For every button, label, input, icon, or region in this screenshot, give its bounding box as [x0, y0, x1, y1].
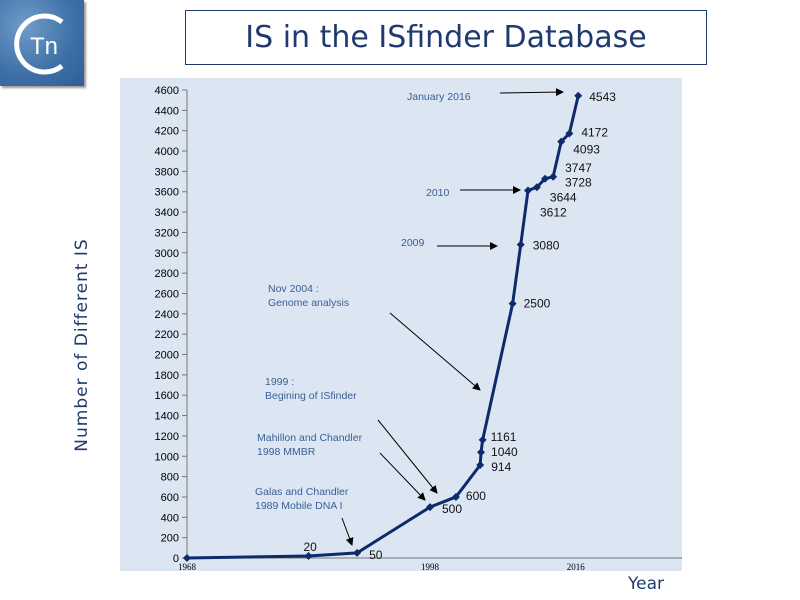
y-tick-label: 3000	[155, 248, 179, 260]
annotation-text: Begining of ISfinder	[265, 390, 357, 402]
data-point	[476, 461, 485, 470]
y-tick-label: 400	[161, 512, 179, 524]
x-tick-label: 2016	[567, 562, 586, 572]
annotation-text: 1999 :	[265, 376, 294, 388]
y-axis-label: Number of Different IS	[72, 238, 92, 452]
data-point	[532, 183, 541, 192]
data-label: 50	[369, 548, 383, 562]
annotation-text: 1989 Mobile DNA I	[255, 500, 343, 512]
y-tick-label: 1200	[155, 431, 179, 443]
title-box: IS in the ISfinder Database	[185, 10, 707, 65]
data-point	[541, 174, 550, 183]
data-point	[557, 137, 566, 146]
data-label: 2500	[524, 297, 551, 311]
y-tick-label: 2400	[155, 309, 179, 321]
data-label: 3644	[550, 190, 577, 204]
annotation-text: Nov 2004 :	[268, 283, 319, 295]
y-tick-label: 1800	[155, 370, 179, 382]
y-tick-label: 2000	[155, 350, 179, 362]
data-point	[304, 551, 313, 560]
y-tick-label: 2200	[155, 329, 179, 341]
data-label: 4543	[589, 90, 616, 104]
data-label: 3728	[565, 176, 592, 190]
data-point	[451, 492, 460, 501]
x-tick-label: 1998	[421, 562, 440, 572]
y-tick-label: 4400	[155, 105, 179, 117]
y-tick-label: 4000	[155, 146, 179, 158]
data-label: 3080	[533, 239, 560, 253]
tn-logo: Tn	[0, 0, 84, 86]
y-tick-label: 3400	[155, 207, 179, 219]
data-label: 4172	[581, 126, 608, 140]
data-label: 600	[466, 489, 486, 503]
page-title: IS in the ISfinder Database	[245, 20, 647, 55]
y-tick-label: 2600	[155, 288, 179, 300]
x-axis-label: Year	[628, 574, 664, 594]
data-label: 1040	[491, 445, 518, 459]
y-tick-label: 200	[161, 533, 179, 545]
x-tick-label: 1968	[178, 562, 197, 572]
y-tick-label: 2800	[155, 268, 179, 280]
y-tick-label: 0	[173, 553, 179, 565]
annotation-arrow	[389, 312, 481, 391]
data-label: 1161	[491, 430, 517, 444]
y-tick-label: 1400	[155, 411, 179, 423]
data-point	[508, 299, 517, 308]
y-tick-label: 4600	[155, 85, 179, 97]
annotation-arrow	[379, 452, 426, 501]
data-point	[574, 91, 583, 100]
data-point	[516, 240, 525, 249]
data-point	[426, 503, 434, 512]
annotation-arrow	[341, 517, 354, 546]
y-tick-label: 4200	[155, 126, 179, 138]
y-tick-label: 1000	[155, 451, 179, 463]
annotation-arrow	[377, 419, 438, 494]
annotation-text: 1998 MMBR	[257, 446, 316, 458]
annotation-text: 2010	[426, 187, 450, 199]
annotation-text: Mahillon and Chandler	[257, 432, 363, 444]
y-tick-label: 800	[161, 472, 179, 484]
y-tick-label: 3800	[155, 166, 179, 178]
data-point	[549, 172, 558, 181]
data-point	[477, 448, 486, 457]
y-tick-label: 600	[161, 492, 179, 504]
y-tick-label: 3200	[155, 227, 179, 239]
data-point	[565, 129, 574, 138]
annotation-text: Galas and Chandler	[255, 486, 349, 498]
annotation-text: 2009	[401, 237, 425, 249]
annotation-arrow	[499, 88, 564, 97]
y-tick-label: 3600	[155, 187, 179, 199]
data-label: 3612	[540, 206, 567, 220]
data-label: 500	[442, 502, 462, 516]
data-label: 3747	[565, 161, 592, 175]
logo-graphic: Tn	[14, 13, 64, 75]
logo-text: Tn	[30, 33, 58, 60]
data-label: 914	[491, 460, 511, 474]
data-label: 20	[304, 540, 318, 554]
data-point	[183, 554, 191, 562]
y-tick-label: 1600	[155, 390, 179, 402]
data-point	[353, 548, 362, 557]
data-point	[478, 435, 487, 444]
plot-background	[120, 78, 682, 571]
data-point	[524, 186, 533, 195]
annotation-text: Genome analysis	[268, 297, 349, 309]
data-label: 4093	[573, 143, 600, 157]
annotation-text: January 2016	[407, 91, 471, 103]
